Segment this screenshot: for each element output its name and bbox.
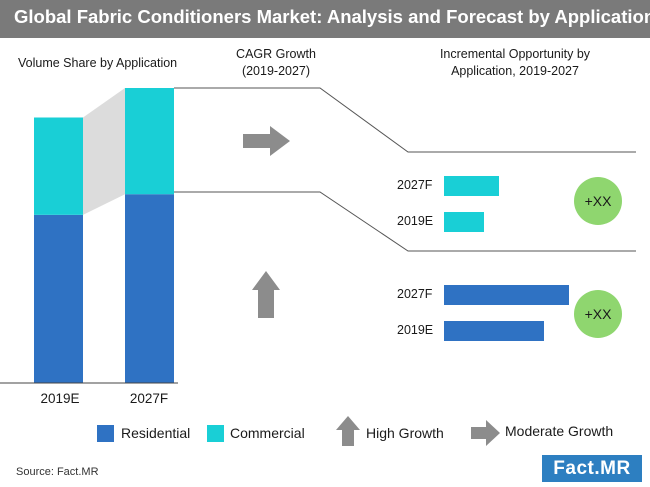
cagr-header-line1: CAGR Growth [236, 47, 316, 61]
incremental-header-line1: Incremental Opportunity by [439, 47, 591, 61]
bar-connector-band [83, 88, 125, 215]
hbar-commercial-2027F [444, 176, 499, 196]
hbar-commercial-2019E [444, 212, 484, 232]
legend-commercial-swatch [207, 425, 224, 442]
bar-segment-residential [34, 214, 83, 383]
incremental-header-line2: Application, 2019-2027 [451, 64, 579, 78]
hbar-residential-2027F [444, 285, 569, 305]
y-tick-label: 2027F [397, 178, 433, 192]
bar-segment-commercial [34, 117, 83, 215]
opportunity-badge-bottom: +XX [574, 290, 622, 338]
legend-high-growth-icon [336, 416, 360, 446]
legend-high-growth-label: High Growth [366, 425, 444, 441]
bar-segment-residential [125, 194, 174, 383]
volume-share-header: Volume Share by Application [18, 56, 178, 70]
high-growth-arrow-icon [252, 271, 280, 318]
legend-moderate-growth-icon [471, 420, 500, 446]
legend-residential-swatch [97, 425, 114, 442]
hbar-residential-2019E [444, 321, 544, 341]
y-tick-label: 2019E [397, 323, 434, 337]
x-tick-label: 2027F [129, 391, 169, 406]
x-tick-label: 2019E [40, 391, 80, 406]
factmr-logo[interactable]: Fact.MR [542, 455, 642, 482]
legend-moderate-growth-label: Moderate Growth [505, 423, 614, 439]
moderate-growth-arrow-icon [243, 126, 290, 156]
horizontal-bars [444, 176, 569, 341]
y-tick-label: 2019E [397, 214, 434, 228]
cagr-header-line2: (2019-2027) [241, 64, 311, 78]
connector-lines [174, 87, 636, 252]
badge-value: +XX [585, 306, 613, 322]
legend-commercial-label: Commercial [230, 425, 305, 441]
title-bar: Global Fabric Conditioners Market: Analy… [0, 0, 650, 38]
source-note: Source: Fact.MR [16, 466, 99, 478]
page-title: Global Fabric Conditioners Market: Analy… [14, 6, 650, 27]
upper-connector-line [174, 87, 636, 153]
stacked-bars [34, 88, 174, 383]
y-tick-label: 2027F [397, 287, 433, 301]
opportunity-badge-top: +XX [574, 177, 622, 225]
legend-residential-label: Residential [121, 425, 191, 441]
badge-value: +XX [585, 193, 613, 209]
bar-segment-commercial [125, 88, 174, 195]
lower-connector-line [174, 191, 636, 252]
